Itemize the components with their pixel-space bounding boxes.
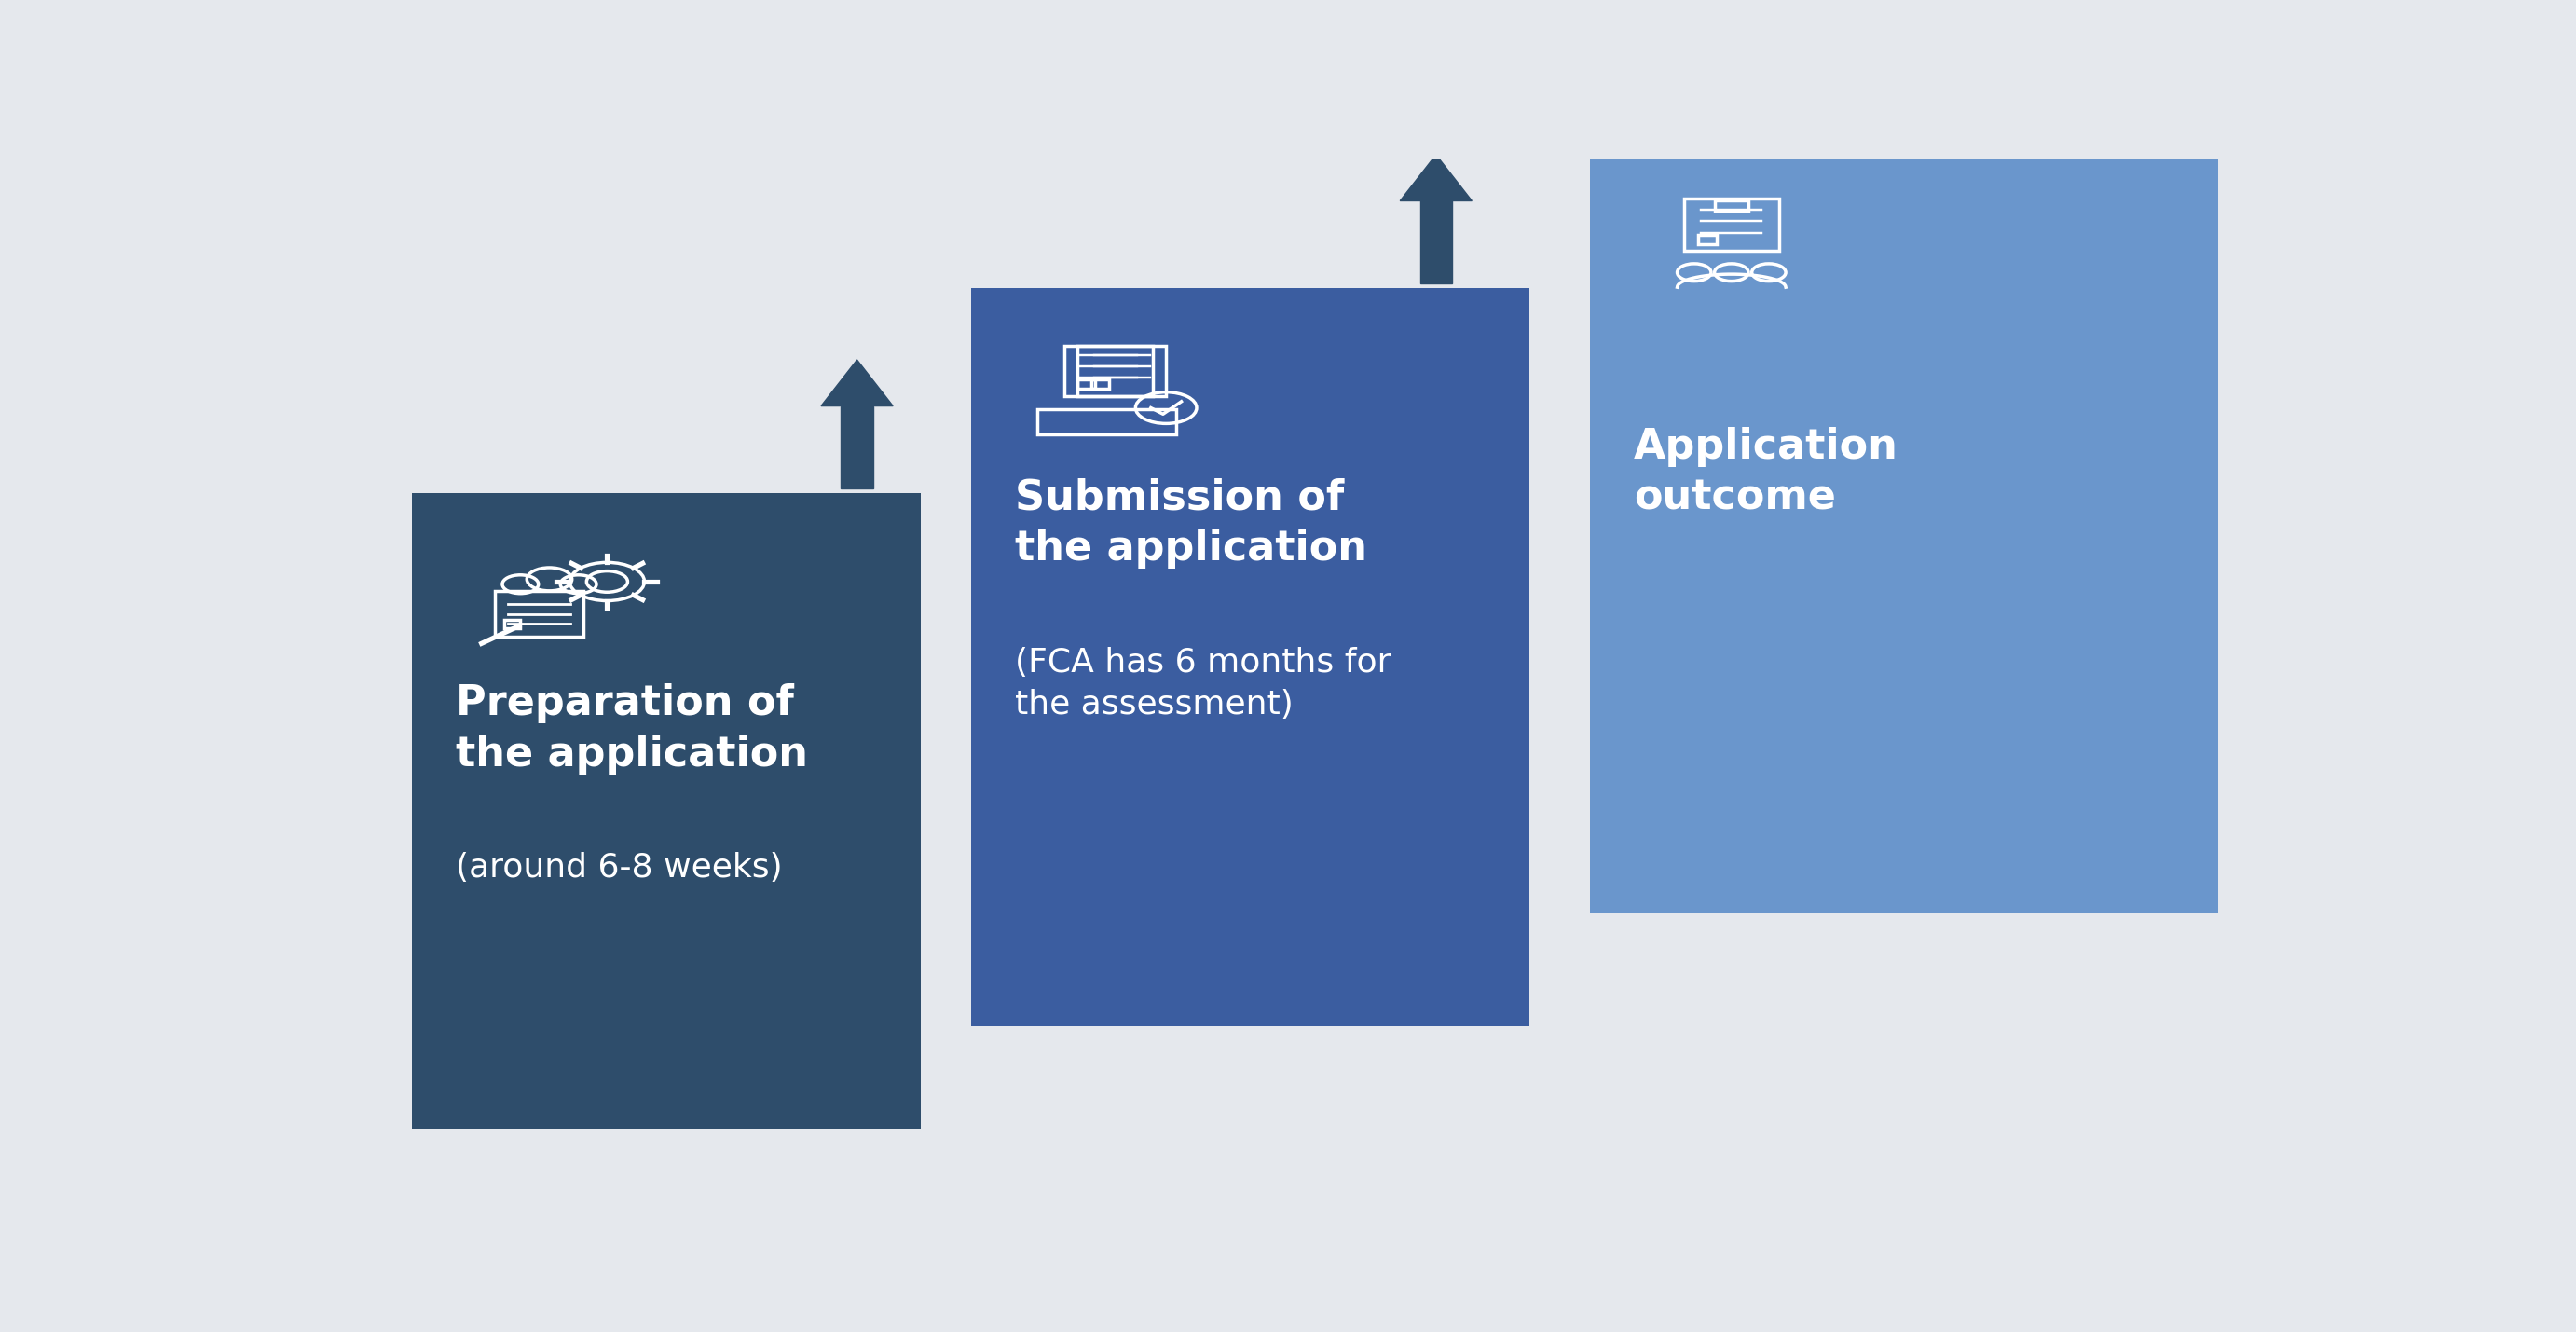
Text: (FCA has 6 months for
the assessment): (FCA has 6 months for the assessment) bbox=[1015, 647, 1391, 721]
Text: Preparation of
the application: Preparation of the application bbox=[456, 683, 809, 774]
Bar bbox=[495, 591, 582, 637]
Bar bbox=[971, 288, 1530, 1027]
Bar bbox=[1077, 380, 1095, 389]
Bar bbox=[1077, 346, 1167, 397]
Text: (around 6-8 weeks): (around 6-8 weeks) bbox=[456, 852, 783, 884]
Bar bbox=[1685, 198, 1780, 250]
Bar bbox=[1698, 234, 1716, 244]
Polygon shape bbox=[1419, 201, 1453, 282]
Bar bbox=[412, 493, 922, 1130]
Text: Application
outcome: Application outcome bbox=[1633, 426, 1899, 518]
Polygon shape bbox=[840, 406, 873, 488]
Bar bbox=[505, 621, 520, 629]
Polygon shape bbox=[822, 360, 894, 406]
Bar bbox=[1092, 380, 1108, 389]
Bar bbox=[1064, 346, 1151, 397]
Bar bbox=[1716, 201, 1749, 210]
Bar bbox=[1038, 409, 1177, 434]
Text: Submission of
the application: Submission of the application bbox=[1015, 478, 1368, 569]
Bar bbox=[1589, 83, 2218, 914]
Polygon shape bbox=[1401, 155, 1471, 201]
